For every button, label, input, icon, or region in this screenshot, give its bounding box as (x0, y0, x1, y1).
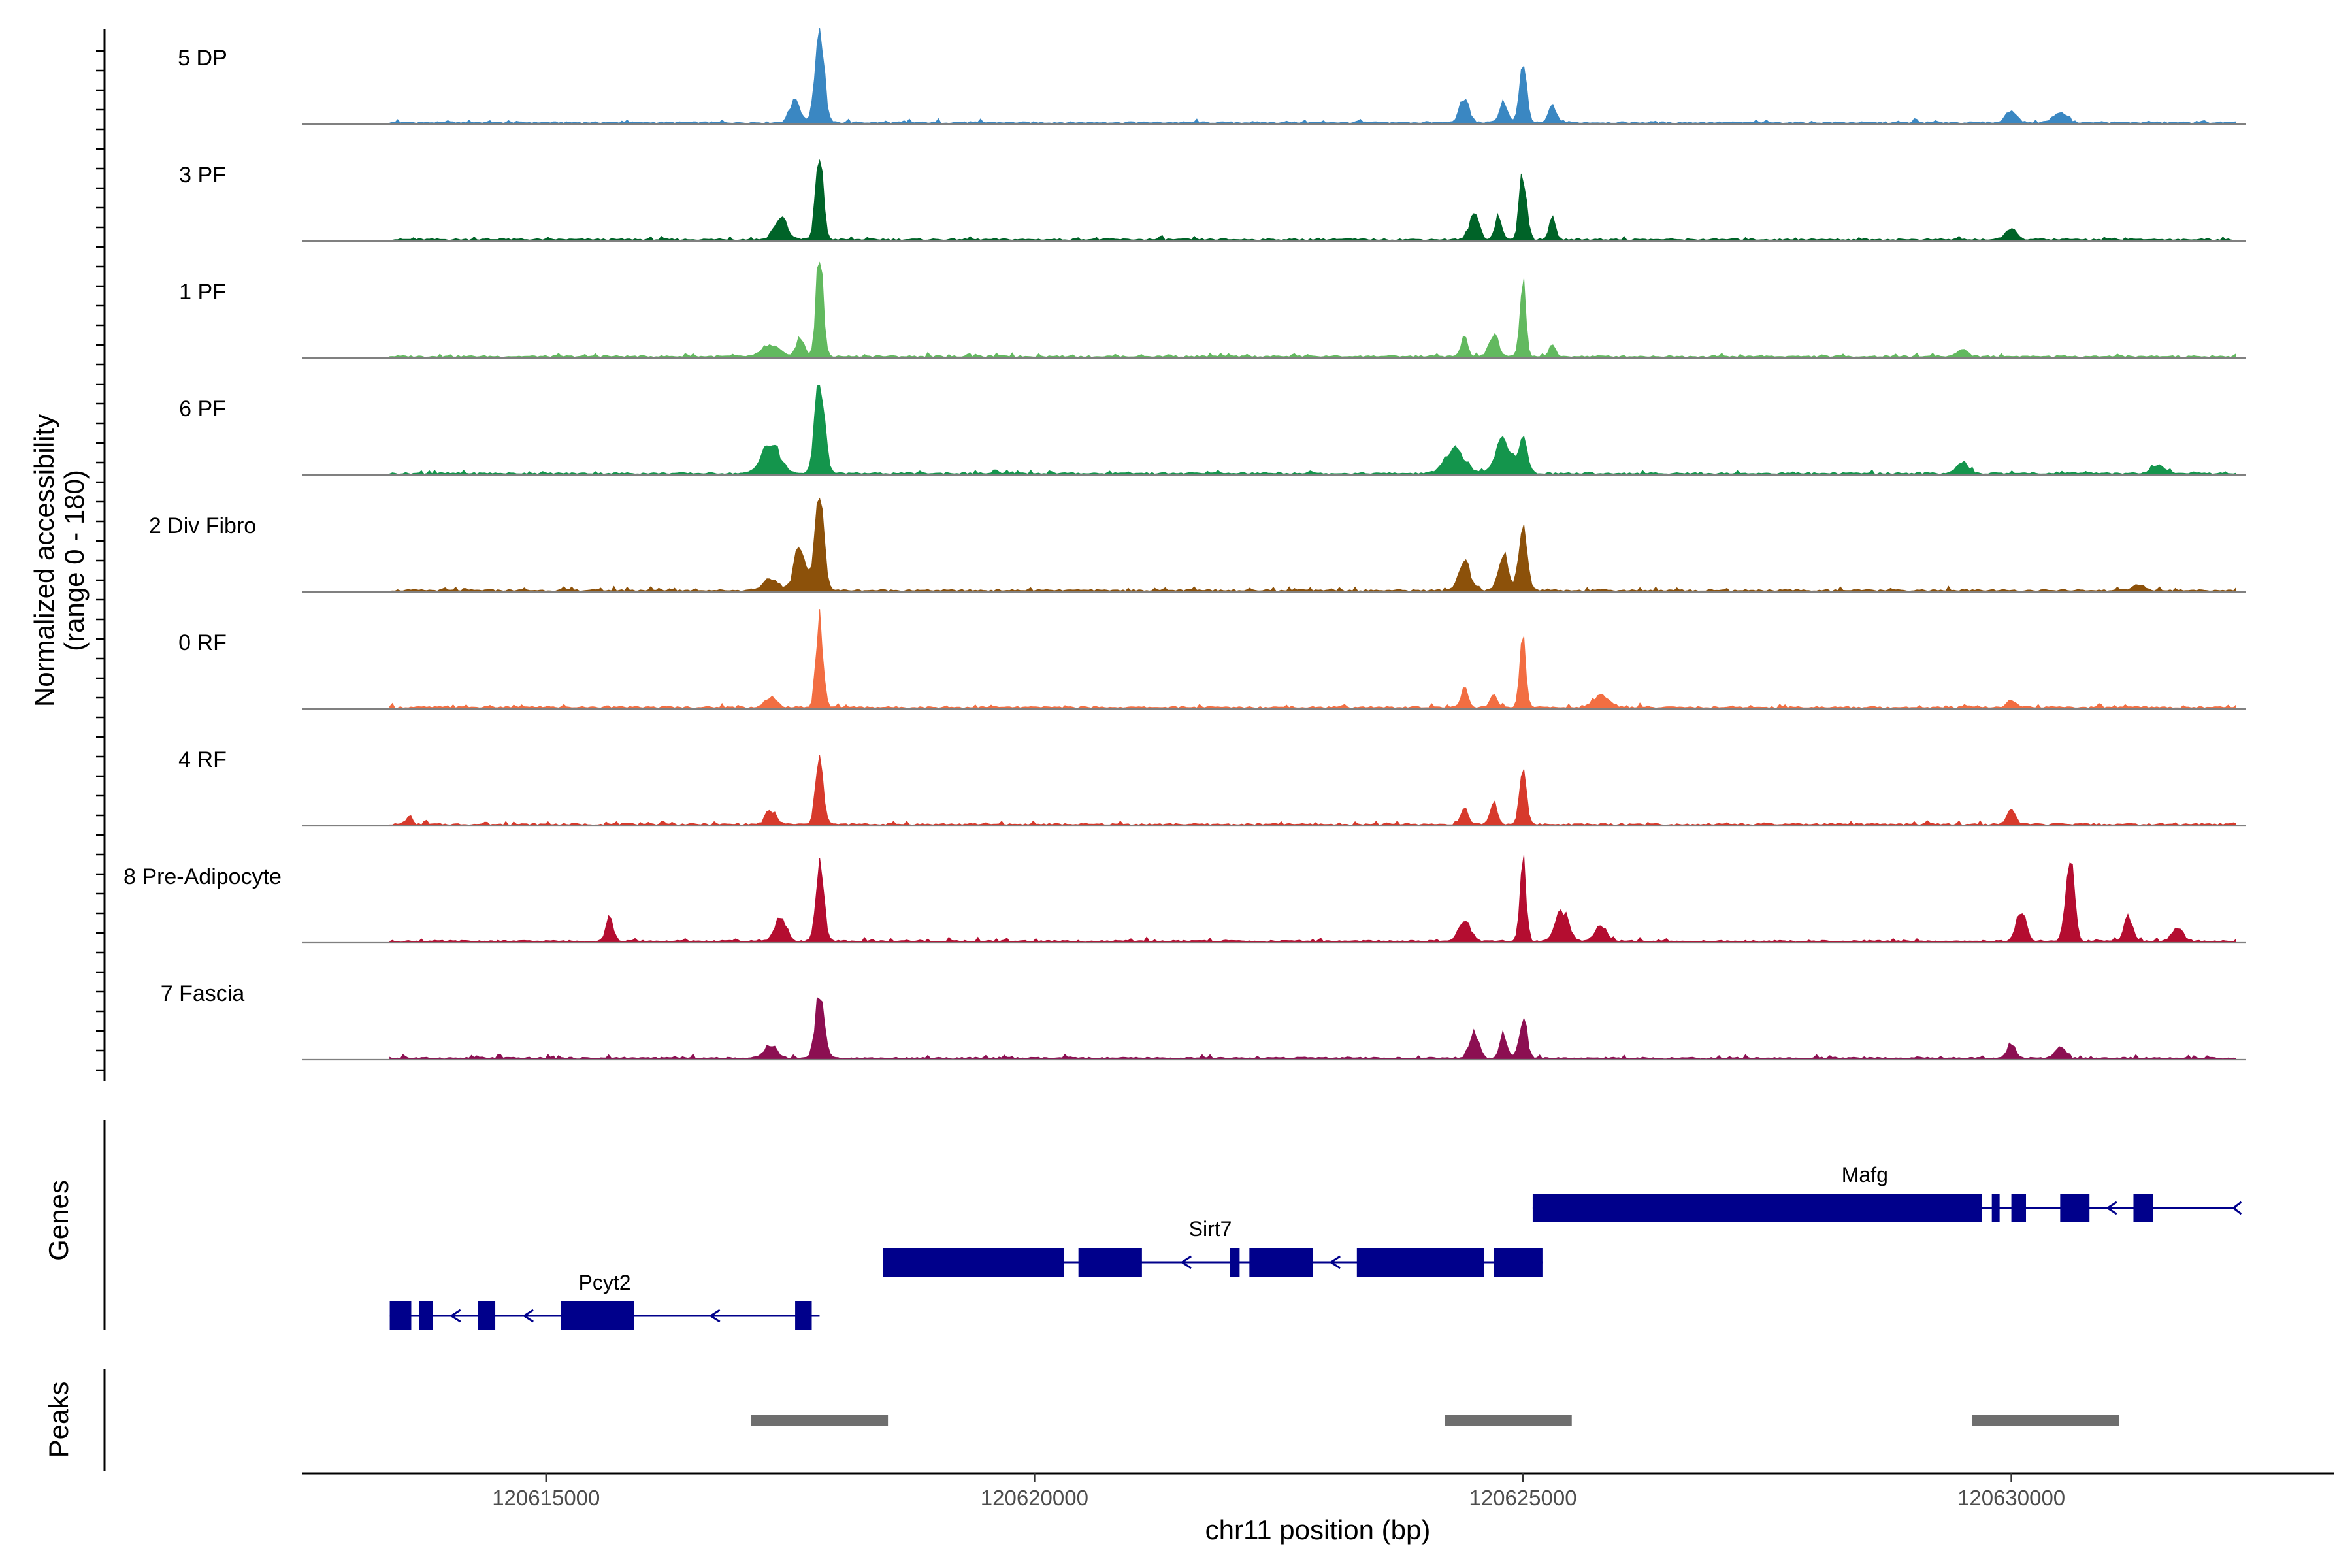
gene-annotations: Pcyt2 Sirt7 Mafg (389, 1163, 2242, 1330)
y-axis-range: (range 0 - 180) (59, 470, 90, 651)
coverage-area-6-pf (389, 385, 2236, 476)
coverage-area-8-pre-adipocyte (389, 855, 2236, 943)
track-label: 3 PF (179, 163, 226, 188)
x-tick-label: 120630000 (1957, 1486, 2065, 1510)
gene-exon (561, 1301, 634, 1330)
track-label: 2 Div Fibro (149, 514, 256, 538)
gene-exon (795, 1301, 812, 1330)
coverage-area-3-pf (389, 159, 2236, 242)
coverage-area-2-div-fibro (389, 497, 2236, 593)
coverage-area-7-fascia (389, 996, 2236, 1060)
strand-arrow (522, 1309, 534, 1323)
strand-arrow (708, 1309, 721, 1323)
strand-arrow (2231, 1201, 2242, 1215)
strand-arrow (1180, 1255, 1192, 1269)
gene-label: Pcyt2 (578, 1271, 630, 1294)
peak-regions (751, 1415, 2119, 1426)
coverage-area-0-rf (389, 609, 2236, 710)
track-label: 5 DP (178, 46, 227, 71)
x-tick-label: 120625000 (1469, 1486, 1576, 1510)
strand-arrow (449, 1309, 461, 1323)
peak-region-bar (1972, 1415, 2119, 1426)
peaks-panel-title: Peaks (43, 1382, 74, 1458)
track-labels: 5 DP 3 PF 1 PF 6 PF 2 Div Fibro 0 RF 4 RF 8 Pre… (123, 46, 282, 1006)
gene-exon (2060, 1194, 2090, 1222)
x-axis-ticks: 120615000 120620000 120625000 120630000 (492, 1473, 2065, 1510)
track-label: 1 PF (179, 280, 226, 304)
gene-exon (1532, 1194, 1982, 1222)
coverage-area-1-pf (389, 261, 2236, 359)
gene-label: Mafg (1842, 1163, 1888, 1186)
strand-arrow (2106, 1201, 2117, 1215)
x-tick-label: 120615000 (492, 1486, 600, 1510)
y-axis-title: Normalized accessibility (29, 414, 59, 707)
track-label: 4 RF (178, 747, 227, 772)
x-axis-title: chr11 position (bp) (1205, 1514, 1431, 1545)
track-label: 0 RF (178, 630, 227, 655)
accessibility-y-axis (96, 29, 106, 1081)
peak-region-bar (751, 1415, 889, 1426)
track-label: 8 Pre-Adipocyte (123, 864, 282, 889)
gene-exon (883, 1248, 1064, 1277)
gene-exon (1078, 1248, 1142, 1277)
track-label: 6 PF (179, 397, 226, 421)
gene-exon (1991, 1194, 2000, 1222)
gene-exon (419, 1301, 433, 1330)
gene-exon (478, 1301, 496, 1330)
gene-exon (389, 1301, 412, 1330)
gene-exon (2133, 1194, 2153, 1222)
coverage-area-5-dp (389, 28, 2236, 125)
track-label: 7 Fascia (161, 981, 245, 1006)
coverage-tracks (302, 28, 2246, 1061)
genes-panel-title: Genes (43, 1180, 74, 1261)
coverage-area-4-rf (389, 755, 2236, 826)
gene-exon (2011, 1194, 2027, 1222)
gene-exon (1230, 1248, 1240, 1277)
gene-exon (1494, 1248, 1543, 1277)
x-tick-label: 120620000 (981, 1486, 1088, 1510)
peak-region-bar (1445, 1415, 1572, 1426)
gene-label: Sirt7 (1189, 1217, 1232, 1241)
gene-exon (1249, 1248, 1313, 1277)
gene-exon (1356, 1248, 1484, 1277)
strand-arrow (1329, 1255, 1341, 1269)
